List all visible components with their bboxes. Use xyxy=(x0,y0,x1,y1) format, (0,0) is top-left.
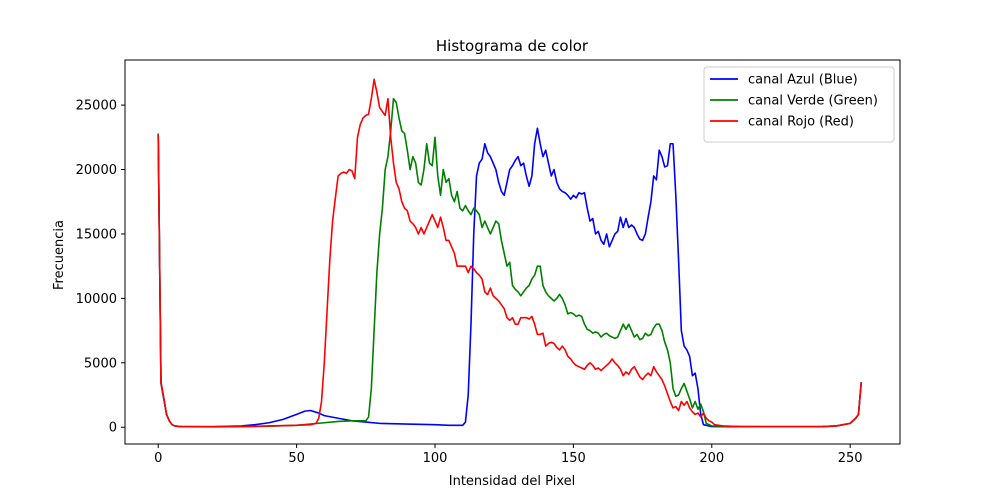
x-tick-label-100: 100 xyxy=(423,451,448,466)
x-tick-label-150: 150 xyxy=(561,451,586,466)
y-tick-label-5000: 5000 xyxy=(84,356,117,371)
legend-label-1: canal Verde (Green) xyxy=(748,94,878,109)
x-tick-label-200: 200 xyxy=(699,451,724,466)
x-tick-label-0: 0 xyxy=(154,451,162,466)
chart-title: Histograma de color xyxy=(436,37,589,55)
legend-label-2: canal Rojo (Red) xyxy=(748,115,854,130)
legend-label-0: canal Azul (Blue) xyxy=(748,73,858,88)
y-tick-label-15000: 15000 xyxy=(76,227,117,242)
x-tick-label-250: 250 xyxy=(838,451,863,466)
y-tick-label-25000: 25000 xyxy=(76,99,117,114)
legend: canal Azul (Blue) canal Verde (Green) cana… xyxy=(703,66,895,143)
x-axis-label: Intensidad del Pixel xyxy=(449,474,575,489)
series-line-2 xyxy=(157,78,863,428)
y-tick-label-0: 0 xyxy=(109,421,117,436)
y-tick-label-20000: 20000 xyxy=(76,163,117,178)
axes-frame xyxy=(124,59,901,445)
y-axis-label: Frecuencia xyxy=(52,220,67,290)
legend-box xyxy=(703,66,895,143)
series-line-1 xyxy=(157,97,863,428)
x-tick-label-50: 50 xyxy=(288,451,305,466)
plot-area: 0 50 100 150 200 250 0 5000 10000 15000 20000 25000 xyxy=(76,59,901,466)
y-tick-label-10000: 10000 xyxy=(76,292,117,307)
